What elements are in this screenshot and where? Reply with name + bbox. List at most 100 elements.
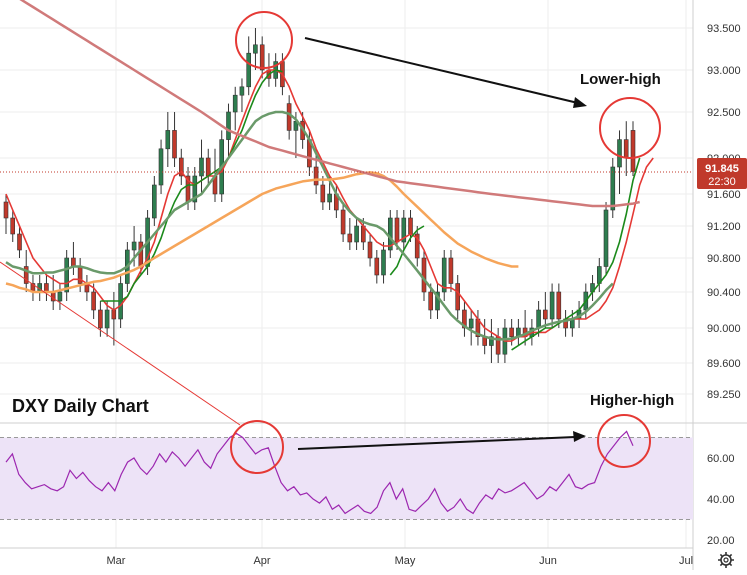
annotation-circle-rsi-right [597,414,651,468]
candle-body-51 [347,233,353,243]
arrow-rsi-head [573,431,586,442]
gear-icon[interactable] [718,552,734,568]
rsi-line [5,430,634,515]
moving-average-5 [19,0,640,208]
candle-body-52 [354,225,359,243]
candle-body-26 [179,157,184,177]
candle-body-82 [556,291,562,320]
candle-14 [98,301,103,337]
candle-body-23 [158,148,164,186]
candle-body-14 [98,309,103,329]
annotation-circle-lower-high [599,97,661,159]
x-tick-label: Mar [107,555,126,567]
candle-66 [448,250,454,292]
candle-body-89 [603,209,609,267]
moving-average-3 [5,110,614,341]
candle-72 [489,319,494,363]
x-tick-label: Jun [539,555,557,567]
price-tag-countdown: 22:30 [708,176,736,188]
y-tick-label: 92.500 [707,107,741,119]
candle-body-1 [10,217,15,235]
candle-body-61 [414,233,420,259]
candle-body-63 [428,291,434,311]
candle-90 [610,158,616,218]
candle-body-30 [205,157,211,177]
moving-average-0 [5,69,654,342]
moving-average-4 [5,171,519,294]
candle-61 [414,226,420,267]
candle-body-60 [408,217,413,235]
y-tick-label: 90.400 [707,287,741,299]
candle-29 [199,139,204,194]
candle-36 [246,36,251,96]
x-tick-label: Apr [253,555,270,567]
candle-69 [468,310,474,346]
candle-1 [10,210,15,242]
candle-body-58 [394,217,400,243]
candle-body-25 [172,130,177,159]
y-tick-label: 90.800 [707,253,741,265]
arrow-rsi-line [297,436,576,450]
candle-body-10 [71,257,76,267]
candle-body-16 [111,309,117,320]
y-tick-label: 93.500 [707,23,741,35]
candle-23 [158,139,164,194]
rsi-band [0,437,693,520]
candle-body-9 [64,257,69,293]
main-title: DXY Daily Chart [12,396,149,416]
candle-34 [232,86,238,131]
y-tick-label: 93.000 [707,65,741,77]
candle-body-48 [327,193,332,203]
candle-body-92 [623,139,629,159]
y-tick-label: 89.600 [707,358,741,370]
y-tick-label: 89.250 [707,389,741,401]
moving-average-1 [100,69,283,302]
candle-body-38 [259,44,265,71]
candle-body-75 [509,327,514,337]
candle-2 [17,226,22,258]
candle-59 [401,210,407,250]
candle-body-0 [3,201,9,219]
candle-body-54 [367,241,373,259]
annotation-circle-rsi-left [230,420,284,474]
annotation-circle-top [235,11,293,69]
candle-body-37 [253,44,258,54]
rsi-y-tick-label: 40.00 [707,494,735,506]
candle-0 [3,194,9,234]
price-tag-value: 91.845 [705,163,739,175]
candle-47 [320,176,326,210]
candle-38 [259,36,265,79]
candle-body-36 [246,52,251,88]
trend-line [0,261,241,426]
candle-body-67 [455,283,461,311]
candle-67 [455,275,461,319]
x-tick-label: May [395,555,416,567]
candle-body-34 [232,94,238,113]
candle-54 [367,234,373,267]
candle-56 [381,242,386,284]
candle-body-13 [91,291,96,311]
candle-body-66 [448,257,454,284]
candle-55 [374,250,380,284]
candle-25 [172,112,177,167]
candle-body-15 [104,309,110,329]
candle-body-56 [381,249,386,276]
candle-22 [152,176,157,226]
candle-body-3 [23,266,29,284]
candle-28 [192,167,198,210]
candle-body-90 [610,166,616,211]
candle-body-33 [226,111,231,140]
candle-35 [239,78,245,112]
candle-body-19 [131,241,137,251]
candle-26 [179,148,184,185]
y-tick-label: 90.000 [707,323,741,335]
candle-46 [313,148,319,194]
candle-65 [441,250,447,301]
rsi-y-tick-label: 60.00 [707,453,735,465]
arrow-main-head [573,97,587,108]
candle-body-42 [286,103,292,131]
annotation-higher-high: Higher-high [590,392,674,409]
candle-body-68 [462,309,467,329]
candle-24 [165,112,171,167]
